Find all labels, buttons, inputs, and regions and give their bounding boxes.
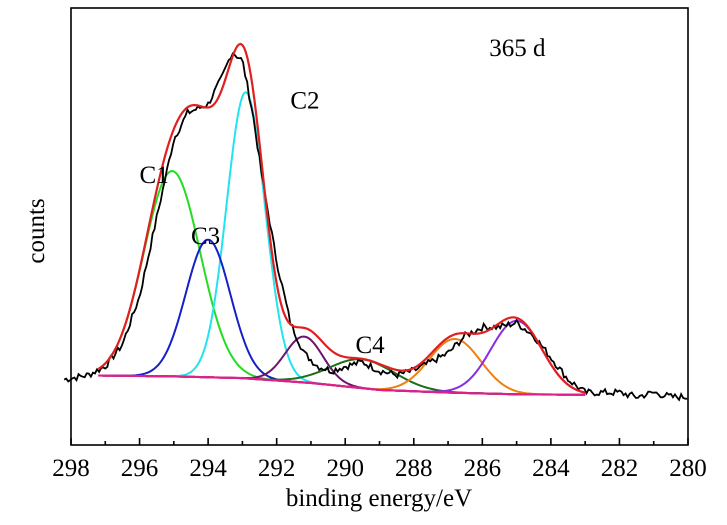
annotation-c2: C2 — [290, 88, 319, 115]
fit-envelope-line — [97, 42, 586, 394]
x-tick-label: 290 — [326, 455, 364, 482]
x-tick-label: 296 — [121, 455, 159, 482]
raw-data-line — [63, 52, 688, 402]
annotation-c4: C4 — [356, 332, 386, 359]
x-axis-label: binding energy/eV — [286, 485, 472, 512]
annotation-365-d: 365 d — [489, 35, 546, 62]
chart-annotations: 365 d C1 C2 C3 C4 — [140, 35, 546, 359]
annotation-c1: C1 — [140, 162, 169, 189]
x-tick-label: 286 — [464, 455, 502, 482]
background-line — [98, 374, 586, 396]
x-tick-label: 288 — [395, 455, 433, 482]
peak-c1-curve — [97, 169, 586, 396]
x-tick-label: 298 — [52, 455, 90, 482]
x-axis-ticks: 298 296 294 292 290 288 286 284 282 280 — [52, 438, 707, 482]
x-tick-label: 294 — [189, 455, 227, 482]
x-tick-label: 282 — [601, 455, 639, 482]
chart-curves — [63, 42, 688, 402]
x-tick-label: 284 — [532, 455, 570, 482]
x-tick-label: 280 — [669, 455, 707, 482]
y-axis-label: counts — [23, 198, 50, 263]
x-tick-label: 292 — [258, 455, 296, 482]
annotation-c3: C3 — [191, 223, 220, 250]
plot-frame — [70, 7, 689, 446]
